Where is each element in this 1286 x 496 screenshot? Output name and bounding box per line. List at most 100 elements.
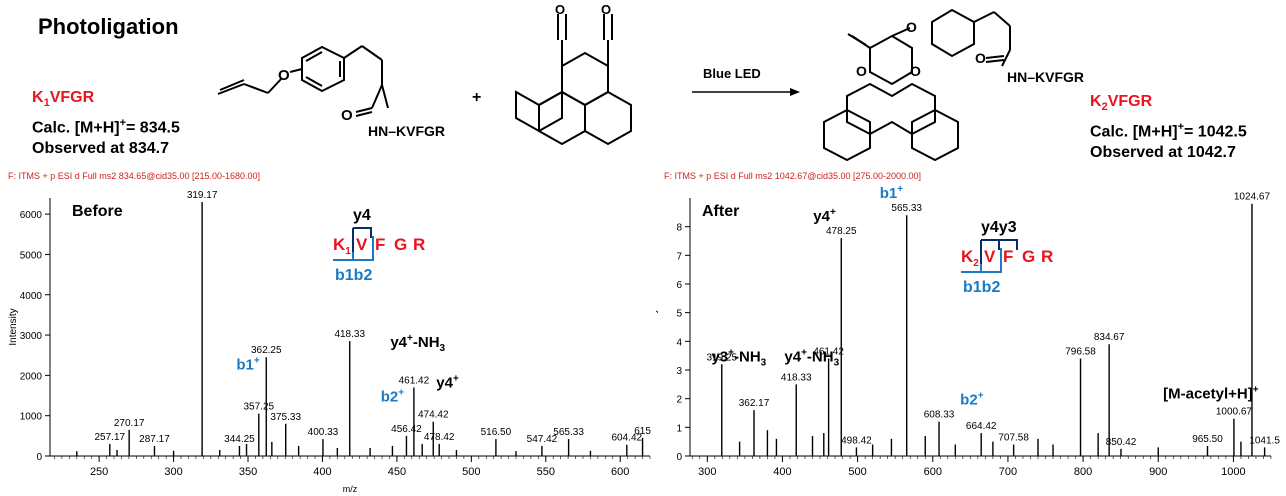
sequence-residue: K2 (961, 247, 979, 269)
y-tick-label: 1000 (20, 412, 43, 423)
right-compound-calc: Calc. [M+H]+= 1042.5 (1090, 121, 1247, 141)
b2-bracket (353, 236, 374, 261)
ion-annotation: b1+ (236, 355, 260, 373)
sequence-residue: F (375, 235, 385, 254)
peak-label: 478.42 (424, 432, 455, 443)
ion-annotation: y4+-NH3 (390, 333, 445, 354)
peak-label: 547.42 (527, 434, 558, 445)
ion-annotation: b2+ (960, 390, 984, 408)
x-tick-label: 1000 (1221, 466, 1245, 478)
product-peptide-label: HN–KVFGR (1007, 69, 1084, 85)
peak-label: 615 (634, 426, 651, 437)
panel-label: Before (72, 203, 123, 220)
sequence-residue: G (394, 235, 407, 254)
peak-label: 375.33 (270, 412, 301, 423)
reaction-arrowhead (790, 88, 800, 96)
peak-label: 850.42 (1106, 437, 1137, 448)
y-tick-label: 8 (676, 223, 682, 234)
sequence-residue: K1 (333, 235, 351, 257)
peak-label: 461.42 (813, 347, 844, 358)
x-tick-label: 550 (537, 466, 555, 478)
left-compound-name: K1VFGR (32, 89, 95, 110)
product-ether-oxygen: O (906, 19, 917, 35)
peak-label: 287.17 (139, 434, 170, 445)
ion-annotation: y4+ (436, 373, 459, 391)
sequence-bottom-label: b1b2 (335, 267, 372, 284)
peak-label: 498.42 (841, 435, 872, 446)
y-tick-label: 2 (676, 395, 682, 406)
x-tick-label: 900 (1149, 466, 1167, 478)
y-tick-label: 1 (676, 423, 682, 434)
peak-label: 400.33 (308, 427, 339, 438)
x-tick-label: 500 (462, 466, 480, 478)
reactant-oxygen-label: O (278, 67, 290, 84)
after-spectrum-chart: 300 400 500 600 700 800 900 1000 0 1 2 3 4 5 6 7 8 Intens… (656, 184, 1280, 478)
reaction-scheme: O O HN–KVFGR + O O Blue LED O O O O HN–K… (217, 2, 1084, 162)
product-structure (823, 8, 1011, 162)
peak-label: 257.17 (95, 432, 126, 443)
x-tick-label: 450 (388, 466, 406, 478)
product-oxygen-2: O (910, 63, 921, 79)
peak-label: 474.42 (418, 410, 449, 421)
peak-label: 362.25 (251, 345, 282, 356)
left-compound-observed: Observed at 834.7 (32, 139, 169, 157)
product-oxygen-1: O (856, 63, 867, 79)
x-tick-label: 350 (239, 466, 257, 478)
ion-annotation: [M-acetyl+H]+ (1163, 385, 1259, 403)
reactant-carbonyl-oxygen-label: O (341, 107, 353, 124)
sequence-residue: G (1022, 247, 1035, 266)
peak-label: 1041.5 (1249, 435, 1280, 446)
peak-label: 604.42 (612, 433, 643, 444)
sequence-residue: R (1041, 247, 1053, 266)
product-carbonyl-oxygen: O (975, 50, 986, 66)
x-axis-title: m/z (343, 484, 358, 494)
ion-annotation: y3+-NH3 (711, 347, 766, 368)
x-tick-label: 400 (313, 466, 331, 478)
peak-label: 516.50 (481, 427, 512, 438)
y-tick-label: 4000 (20, 291, 43, 302)
peak-label: 478.25 (826, 226, 857, 237)
ion-annotation: b1+ (880, 184, 904, 202)
quinone-oxygen-2: O (601, 2, 611, 17)
plus-sign: + (472, 89, 481, 106)
page-title: Photoligation (38, 14, 179, 39)
peak-label: 1024.67 (1234, 192, 1271, 203)
x-tick-label: 600 (924, 466, 942, 478)
peak-label: 565.33 (891, 203, 922, 214)
x-tick-label: 250 (90, 466, 108, 478)
y-tick-label: 3 (676, 366, 682, 377)
peak-label: 344.25 (224, 434, 255, 445)
peak-label: 1000.67 (1216, 407, 1253, 418)
x-tick-label: 700 (999, 466, 1017, 478)
y-axis-title: Intensity (656, 308, 659, 345)
peak-label: 664.42 (966, 421, 997, 432)
x-tick-label: 300 (164, 466, 182, 478)
sequence-diagram: K1 V F G Ry4 b1b2 (333, 207, 425, 284)
reactant-peptide-label: HN–KVFGR (368, 123, 445, 139)
left-compound-calc: Calc. [M+H]+= 834.5 (32, 117, 180, 137)
peak-label: 707.58 (998, 433, 1029, 444)
y-tick-label: 4 (676, 337, 682, 348)
ion-annotation: y4+ (813, 207, 836, 225)
x-tick-label: 500 (848, 466, 866, 478)
left-spectrum-header: F: ITMS + p ESI d Full ms2 834.65@cid35.… (8, 171, 261, 181)
b2-bracket (981, 248, 1002, 273)
y-tick-label: 0 (676, 452, 682, 463)
panel-label: After (702, 203, 739, 220)
y3-bracket (999, 239, 1018, 250)
before-spectrum-chart: 250 300 350 400 450 500 550 6000100020003000400… (8, 190, 651, 494)
sequence-top-label: y4 (353, 207, 371, 224)
y-tick-label: 2000 (20, 371, 43, 382)
peak-label: 319.17 (187, 190, 218, 201)
peak-label: 796.58 (1065, 347, 1096, 358)
right-compound-block: K2VFGR Calc. [M+H]+= 1042.5 Observed at … (1090, 92, 1247, 163)
left-compound-block: K1VFGR Calc. [M+H]+= 834.5 Observed at 8… (32, 88, 180, 159)
right-compound-name: K2VFGR (1090, 93, 1153, 114)
right-spectrum-header: F: ITMS + p ESI d Full ms2 1042.67@cid35… (664, 171, 922, 181)
x-tick-label: 800 (1074, 466, 1092, 478)
ion-annotation: b2+ (381, 388, 405, 406)
peak-label: 319.25 (706, 352, 737, 363)
x-tick-label: 400 (773, 466, 791, 478)
sequence-residue: F (1003, 247, 1013, 266)
